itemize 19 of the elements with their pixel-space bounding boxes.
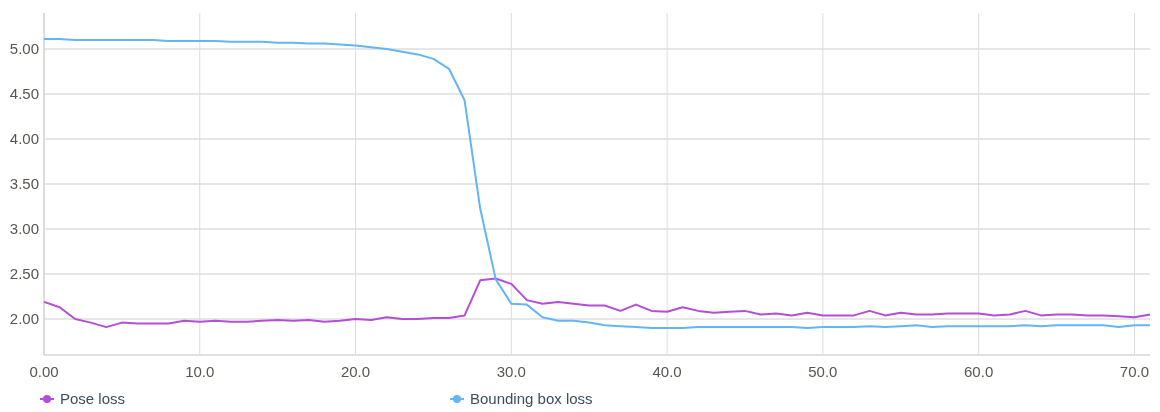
y-tick-label: 3.00 <box>9 220 39 238</box>
x-tick-label: 0.00 <box>29 363 59 380</box>
legend-label: Pose loss <box>60 390 126 408</box>
x-tick-label: 50.0 <box>808 363 838 380</box>
x-tick-label: 10.0 <box>185 363 215 380</box>
line-series <box>43 38 1151 329</box>
y-tick-label: 2.00 <box>9 310 39 328</box>
legend-label: Bounding box loss <box>470 390 593 408</box>
x-tick-label: 40.0 <box>652 363 682 380</box>
x-tick-label: 20.0 <box>340 363 371 380</box>
y-tick-label: 2.50 <box>9 265 39 283</box>
x-tick-label: 60.0 <box>964 363 994 380</box>
line-series <box>43 277 1151 329</box>
y-tick-label: 4.50 <box>9 85 39 103</box>
y-tick-label: 5.00 <box>9 40 39 58</box>
x-tick-label: 30.0 <box>496 363 526 380</box>
y-tick-label: 4.00 <box>9 130 39 148</box>
y-tick-label: 3.50 <box>9 175 39 193</box>
x-tick-label: 70.0 <box>1119 363 1150 380</box>
